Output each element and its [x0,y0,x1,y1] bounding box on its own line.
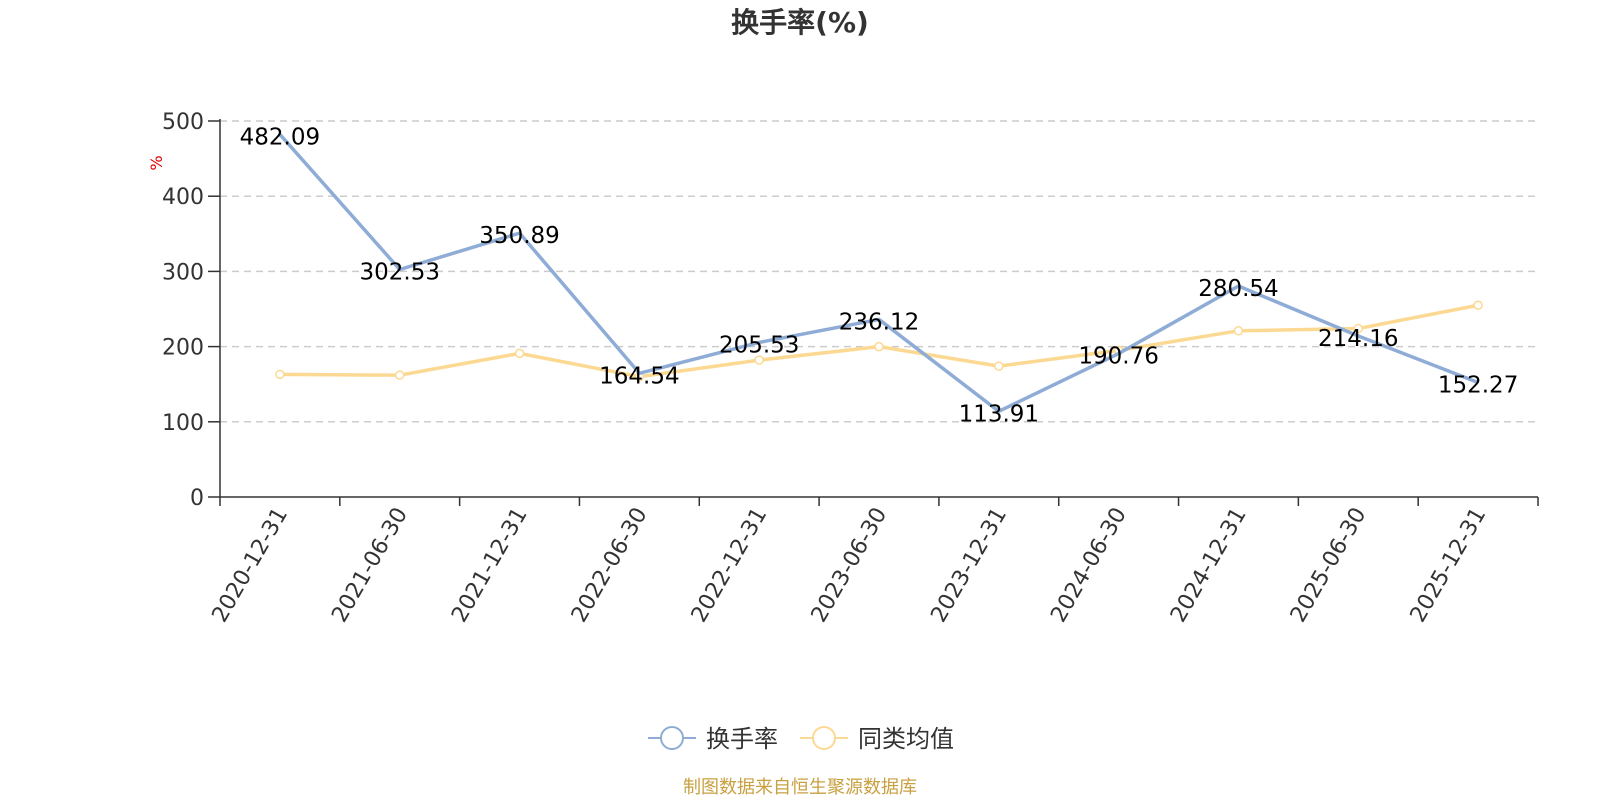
series-point [514,348,525,359]
x-tick-label: 2021-12-31 [447,504,533,627]
series-point [874,341,884,352]
legend-marker [812,726,836,750]
series-point [1233,326,1244,336]
legend-label: 同类均值 [858,725,954,753]
data-label: 164.54 [599,363,679,389]
data-label: 236.12 [839,309,919,335]
x-tick-label: 2021-06-30 [327,504,413,627]
data-label: 152.27 [1438,372,1518,398]
x-tick-label: 2024-12-31 [1166,504,1252,627]
y-tick-label: 400 [162,185,204,210]
chart-title: 换手率(%) [731,6,869,39]
series-point [394,370,405,380]
data-labels: 482.09 302.53 350.89 164.54 205.53 236.12 113.… [240,124,1519,427]
y-axis-unit-label: % [147,155,166,170]
data-label: 350.89 [479,223,559,249]
series-lines [275,133,1483,414]
series-point [275,369,285,380]
y-tick-label: 300 [162,260,204,285]
legend-marker [660,726,684,750]
data-label: 302.53 [359,259,439,285]
x-tick-label: 2023-12-31 [926,504,1012,627]
grid-lines [220,120,1538,423]
x-tick-label: 2024-06-30 [1046,504,1132,627]
x-tick-label: 2025-06-30 [1286,504,1372,627]
series-line-0 [278,133,1479,414]
x-tick-label: 2020-12-31 [208,504,294,627]
y-tick-label: 200 [162,336,204,361]
data-label: 280.54 [1198,276,1278,302]
y-tick-label: 0 [190,486,204,511]
series-point [754,355,764,365]
x-tick-label: 2025-12-31 [1406,504,1492,627]
series-point [1473,300,1483,310]
series-point [1353,323,1364,334]
x-tick-label: 2023-06-30 [807,504,893,627]
y-tick-label: 100 [162,411,204,436]
data-label: 205.53 [719,332,799,358]
series-point [994,361,1004,371]
data-label: 482.09 [240,124,320,150]
data-label: 190.76 [1078,344,1158,370]
source-note: 制图数据来自恒生聚源数据库 [683,777,917,798]
axes: 0 100 200 300 400 500 2020-12-31 2021-06-30 2021… [162,110,1539,627]
x-tick-label: 2022-06-30 [567,504,653,627]
data-label: 214.16 [1318,326,1398,352]
legend-label: 换手率 [706,725,778,753]
data-label: 113.91 [959,401,1039,427]
legend: 换手率 同类均值 [648,725,954,753]
y-tick-label: 500 [162,110,204,135]
x-tick-label: 2022-12-31 [687,504,773,627]
